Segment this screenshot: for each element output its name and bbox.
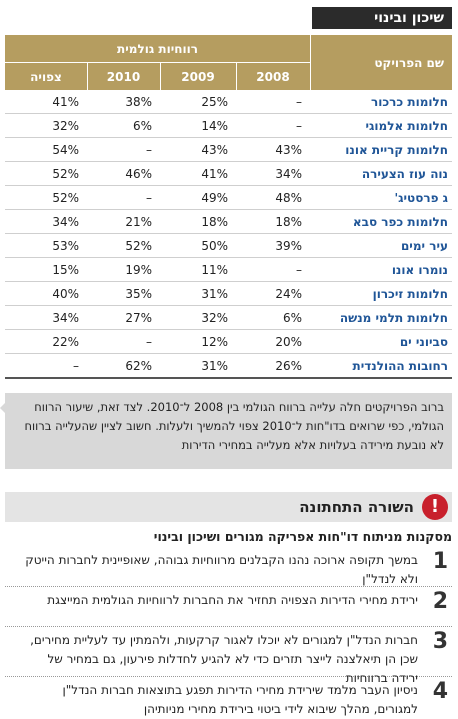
profit-cell: 52% xyxy=(4,161,87,186)
project-name: סביוני ים xyxy=(310,329,452,354)
item-text: במשך תקופה ארוכה נהנו הקבלנים מרווחיות ג… xyxy=(25,553,418,586)
profit-cell: 18% xyxy=(160,209,236,234)
project-name: רחובות ההולנדית xyxy=(310,353,452,379)
table-row: חלומות תלמי מנשה 6% 32% 27% 34% xyxy=(4,305,452,330)
profit-cell: – xyxy=(236,257,310,282)
profit-cell: 32% xyxy=(4,113,87,138)
profit-cell: 24% xyxy=(236,281,310,306)
profit-cell: 34% xyxy=(236,161,310,186)
profit-cell: 31% xyxy=(160,281,236,306)
profit-cell: 49% xyxy=(160,185,236,210)
profit-cell: 32% xyxy=(160,305,236,330)
project-name: חלומות כרכור xyxy=(310,90,452,114)
profit-cell: 22% xyxy=(4,329,87,354)
profit-cell: 18% xyxy=(236,209,310,234)
profit-cell: 25% xyxy=(160,90,236,114)
page-title: שיכון ובינוי xyxy=(312,7,452,29)
note-box: ברוב הפרויקטים חלה עלייה ברווח הגולמי בי… xyxy=(5,393,452,469)
table-row: נומרו אונו –11% 19% 15% xyxy=(4,257,452,282)
profit-cell: 34% xyxy=(4,209,87,234)
profit-cell: – xyxy=(87,137,160,162)
item-text: ירידת מחירי הדירות הצפויה תחזיר את החברו… xyxy=(47,593,418,607)
project-name: חלומות זיכרון xyxy=(310,281,452,306)
table-row: חלומות קריית אונו 43% 43% –54% xyxy=(4,137,452,162)
profit-cell: 41% xyxy=(160,161,236,186)
name-header: שם הפרויקט xyxy=(309,35,452,90)
profit-cell: 11% xyxy=(160,257,236,282)
column-header: צפויה xyxy=(4,62,87,90)
profit-cell: 52% xyxy=(4,185,87,210)
profit-cell: – xyxy=(4,353,87,379)
profit-cell: – xyxy=(87,185,160,210)
item-number: 1 xyxy=(432,549,448,574)
profit-cell: 41% xyxy=(4,90,87,114)
profit-cell: 43% xyxy=(236,137,310,162)
conclusion-item: 3 חברות הנדל"ן למגורים לא יוכלו לאגור קרק… xyxy=(5,627,452,685)
profit-cell: 62% xyxy=(87,353,160,379)
profit-cell: 15% xyxy=(4,257,87,282)
profit-cell: 14% xyxy=(160,113,236,138)
column-header: 2008 xyxy=(235,62,310,90)
profit-table: שם הפרויקט רווחיות גולמית 2008 2009 2010 צפ… xyxy=(4,35,452,379)
project-name: חלומות תלמי מנשה xyxy=(310,305,452,330)
profit-cell: 48% xyxy=(236,185,310,210)
profit-cell: 53% xyxy=(4,233,87,258)
project-name: נומרו אונו xyxy=(310,257,452,282)
column-header: 2009 xyxy=(159,62,236,90)
table-row: חלומות כרכור –25% 38% 41% xyxy=(4,90,452,114)
alert-icon: ! xyxy=(422,494,448,520)
table-row: חלומות כפר סבא 18% 18% 21% 34% xyxy=(4,209,452,234)
profit-cell: 38% xyxy=(87,90,160,114)
profit-cell: 21% xyxy=(87,209,160,234)
group-header: רווחיות גולמית xyxy=(4,35,310,63)
table-row: סביוני ים 20% 12% –22% xyxy=(4,329,452,354)
project-name: חלומות קריית אונו xyxy=(310,137,452,162)
project-name: נוה עוז הצעירה xyxy=(310,161,452,186)
conclusion-item: 4 ניסיון העבר מלמד שירידת מחירי הדירות תפ… xyxy=(5,677,452,716)
profit-cell: 52% xyxy=(87,233,160,258)
table-row: עיר ימים 39% 50% 52% 53% xyxy=(4,233,452,258)
table-row: חלומות זיכרון 24% 31% 35% 40% xyxy=(4,281,452,306)
profit-cell: – xyxy=(236,90,310,114)
profit-cell: – xyxy=(87,329,160,354)
profit-cell: 54% xyxy=(4,137,87,162)
table-row: חלומות אלמוגי –14% 6% 32% xyxy=(4,113,452,138)
bottom-line-subtitle: מסקנות מניתוח דו"חות אפריקה מגורים ושיכו… xyxy=(153,529,452,544)
profit-cell: 6% xyxy=(87,113,160,138)
project-name: חלומות כפר סבא xyxy=(310,209,452,234)
profit-cell: 27% xyxy=(87,305,160,330)
table-row: רחובות ההולנדית 26% 31% 62% – xyxy=(4,353,452,379)
profit-cell: 43% xyxy=(160,137,236,162)
profit-cell: 34% xyxy=(4,305,87,330)
profit-cell: 39% xyxy=(236,233,310,258)
conclusion-item: 1 במשך תקופה ארוכה נהנו הקבלנים מרווחיות … xyxy=(5,547,452,587)
profit-cell: 31% xyxy=(160,353,236,379)
project-name: חלומות אלמוגי xyxy=(310,113,452,138)
profit-cell: 40% xyxy=(4,281,87,306)
profit-cell: 26% xyxy=(236,353,310,379)
bottom-line-title: השורה התחתונה xyxy=(299,498,414,516)
profit-cell: 20% xyxy=(236,329,310,354)
profit-cell: 6% xyxy=(236,305,310,330)
item-text: חברות הנדל"ן למגורים לא יוכלו לאגור קרקע… xyxy=(30,633,418,685)
table-row: נוה עוז הצעירה 34% 41% 46% 52% xyxy=(4,161,452,186)
project-name: ג פרסטיג' xyxy=(310,185,452,210)
item-text: ניסיון העבר מלמד שירידת מחירי הדירות תפג… xyxy=(62,683,418,716)
profit-cell: 50% xyxy=(160,233,236,258)
item-number: 2 xyxy=(432,589,448,614)
profit-cell: 19% xyxy=(87,257,160,282)
profit-cell: – xyxy=(236,113,310,138)
profit-cell: 35% xyxy=(87,281,160,306)
project-name: עיר ימים xyxy=(310,233,452,258)
item-number: 4 xyxy=(432,679,448,704)
profit-cell: 46% xyxy=(87,161,160,186)
column-header: 2010 xyxy=(86,62,160,90)
note-pointer xyxy=(0,401,7,415)
item-number: 3 xyxy=(432,629,448,654)
profit-cell: 12% xyxy=(160,329,236,354)
conclusion-item: 2 ירידת מחירי הדירות הצפויה תחזיר את החבר… xyxy=(5,587,452,627)
table-row: ג פרסטיג' 48% 49% –52% xyxy=(4,185,452,210)
bottom-line-bar xyxy=(5,492,452,522)
